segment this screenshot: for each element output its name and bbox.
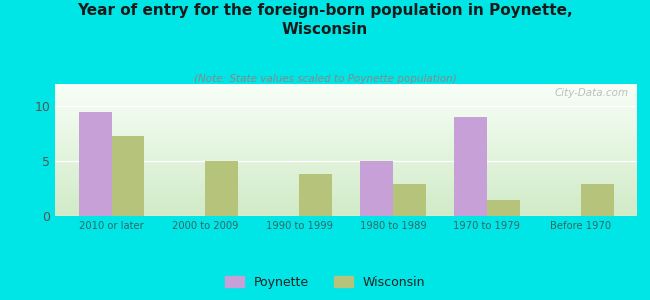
- Bar: [79, 112, 112, 216]
- Bar: [393, 184, 426, 216]
- Bar: [454, 117, 487, 216]
- Text: (Note: State values scaled to Poynette population): (Note: State values scaled to Poynette p…: [194, 74, 456, 83]
- Bar: [580, 184, 614, 216]
- Bar: [360, 161, 393, 216]
- Text: City-Data.com: City-Data.com: [554, 88, 629, 98]
- Bar: [205, 161, 238, 216]
- Bar: [112, 136, 144, 216]
- Bar: [487, 200, 520, 216]
- Legend: Poynette, Wisconsin: Poynette, Wisconsin: [220, 271, 430, 294]
- Text: Year of entry for the foreign-born population in Poynette,
Wisconsin: Year of entry for the foreign-born popul…: [77, 3, 573, 37]
- Bar: [299, 174, 332, 216]
